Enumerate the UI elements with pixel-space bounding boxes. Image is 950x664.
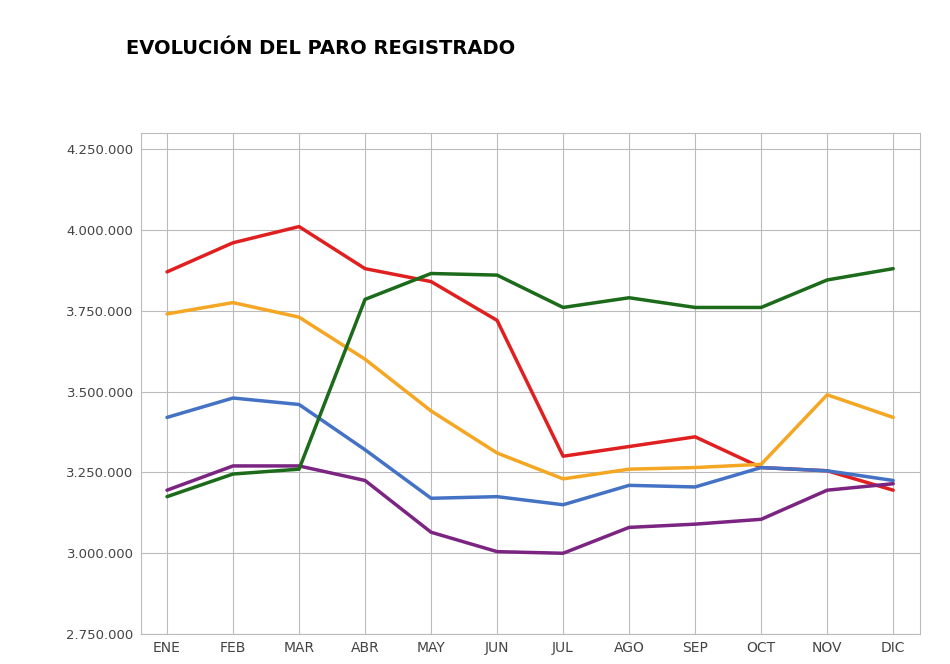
Text: 2017 - 2021: 2017 - 2021 (126, 90, 223, 105)
Text: EVOLUCIÓN DEL PARO REGISTRADO: EVOLUCIÓN DEL PARO REGISTRADO (126, 39, 516, 58)
